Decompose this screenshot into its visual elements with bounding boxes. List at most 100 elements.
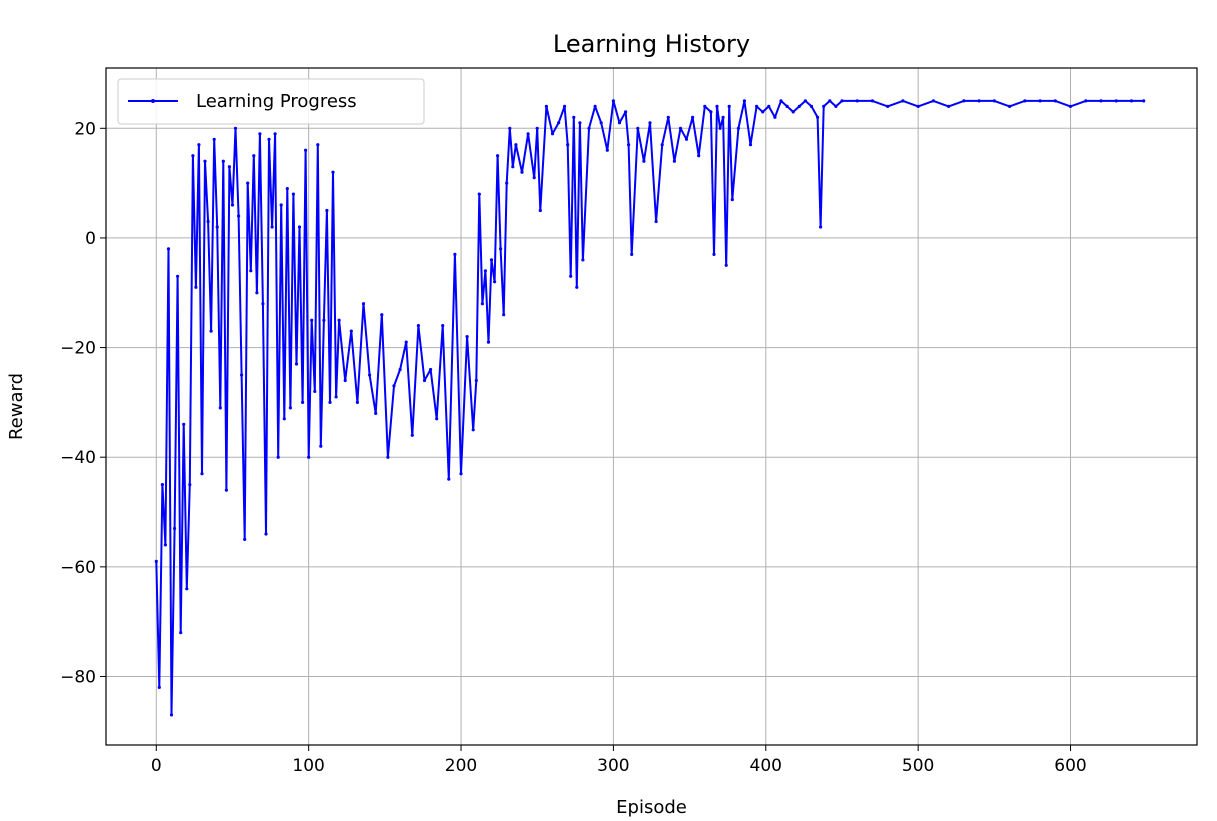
data-point	[307, 455, 311, 459]
legend-swatch-marker	[151, 99, 155, 103]
data-point	[605, 148, 609, 152]
data-point	[194, 285, 198, 289]
data-point	[587, 126, 591, 130]
data-point	[773, 115, 777, 119]
data-point	[566, 143, 570, 147]
data-point	[459, 472, 463, 476]
data-point	[206, 219, 210, 224]
data-point	[1114, 99, 1118, 103]
data-point	[718, 126, 722, 130]
y-tick-label: 20	[74, 119, 96, 139]
data-point	[368, 373, 372, 377]
legend: Learning Progress	[117, 78, 425, 125]
data-point	[520, 170, 524, 174]
data-point	[453, 252, 457, 256]
data-point	[828, 99, 832, 103]
data-point	[1008, 104, 1012, 108]
data-point	[809, 104, 814, 108]
data-point	[648, 121, 652, 125]
series-points	[154, 99, 1146, 717]
data-point	[599, 121, 603, 125]
data-point	[730, 198, 734, 202]
data-point	[218, 406, 222, 410]
data-point	[514, 143, 518, 147]
data-point	[822, 104, 826, 108]
data-point	[203, 159, 207, 163]
data-point	[636, 126, 640, 130]
data-point	[642, 159, 646, 163]
data-point	[502, 313, 506, 317]
data-point	[157, 685, 161, 690]
data-point	[557, 121, 561, 125]
data-point	[755, 104, 759, 108]
data-point	[654, 219, 658, 224]
data-point	[1053, 99, 1057, 103]
data-point	[270, 225, 274, 229]
data-point	[511, 165, 515, 169]
data-point	[816, 115, 820, 119]
data-point	[840, 99, 844, 103]
data-point	[160, 483, 164, 487]
data-point	[712, 252, 716, 256]
data-point	[791, 110, 795, 114]
data-point	[252, 154, 256, 158]
data-point	[1068, 104, 1073, 108]
data-point	[166, 247, 171, 251]
data-point	[1129, 99, 1134, 103]
data-point	[870, 99, 875, 103]
data-point	[563, 104, 567, 108]
data-point	[617, 121, 622, 125]
data-point	[316, 143, 320, 147]
data-point	[319, 444, 323, 448]
data-point	[715, 104, 719, 108]
x-tick-label: 100	[292, 756, 324, 776]
data-point	[334, 395, 338, 399]
data-point	[224, 488, 228, 492]
data-point	[173, 526, 177, 531]
data-point	[447, 477, 451, 481]
data-point	[349, 329, 353, 333]
data-point	[471, 428, 475, 432]
data-point	[697, 154, 701, 158]
data-point	[322, 318, 326, 322]
data-point	[721, 115, 725, 119]
data-point	[678, 126, 683, 130]
data-point	[416, 324, 420, 328]
data-point	[691, 115, 695, 119]
data-point	[441, 324, 445, 328]
data-point	[779, 99, 783, 103]
data-point	[767, 104, 771, 108]
data-point	[343, 378, 347, 383]
data-point	[304, 148, 308, 152]
data-point	[578, 121, 582, 125]
y-tick-label: 0	[85, 229, 96, 249]
data-point	[197, 143, 201, 147]
data-point	[361, 302, 366, 306]
data-point	[666, 115, 670, 119]
data-point	[535, 126, 539, 130]
data-point	[380, 313, 384, 317]
data-point	[526, 132, 530, 136]
data-point	[803, 99, 808, 103]
data-point	[977, 99, 981, 103]
data-point	[386, 455, 390, 459]
data-point	[785, 104, 789, 108]
data-point	[392, 384, 396, 388]
x-tick-label: 200	[445, 756, 477, 776]
data-point	[188, 483, 192, 487]
data-point	[684, 137, 689, 141]
data-point	[255, 291, 259, 295]
data-point	[508, 126, 512, 130]
data-point	[1038, 99, 1042, 103]
data-point	[261, 302, 265, 306]
data-point	[237, 214, 241, 218]
x-axis-title: Episode	[616, 797, 687, 818]
data-point	[212, 137, 216, 141]
data-point	[410, 433, 414, 437]
data-point	[901, 99, 905, 103]
data-point	[331, 170, 335, 174]
x-tick-label: 0	[151, 756, 162, 776]
data-point	[279, 203, 283, 207]
data-point	[264, 532, 268, 536]
